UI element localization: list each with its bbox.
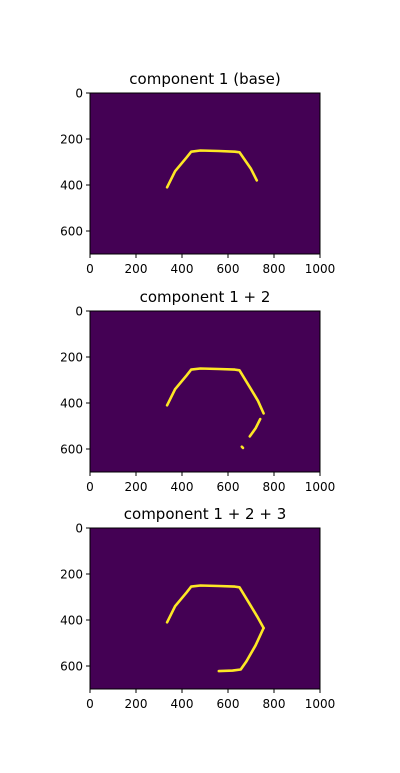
y-tick-label: 600 bbox=[60, 660, 83, 674]
x-tick-label: 1000 bbox=[305, 697, 336, 711]
y-tick-label: 200 bbox=[60, 133, 83, 147]
image-field bbox=[90, 528, 320, 689]
y-tick-label: 400 bbox=[60, 614, 83, 628]
y-tick-label: 400 bbox=[60, 179, 83, 193]
x-tick-label: 0 bbox=[86, 697, 94, 711]
x-tick-label: 800 bbox=[263, 697, 286, 711]
x-tick-label: 200 bbox=[125, 480, 148, 494]
image-field bbox=[90, 93, 320, 254]
x-axis-ticks: 0 200 400 600 800 1000 bbox=[86, 472, 335, 494]
x-tick-label: 1000 bbox=[305, 262, 336, 276]
y-tick-label: 0 bbox=[75, 305, 83, 319]
y-tick-label: 200 bbox=[60, 351, 83, 365]
x-tick-label: 0 bbox=[86, 262, 94, 276]
mask-stroke-0 bbox=[165, 149, 259, 189]
axes-frame bbox=[89, 310, 321, 473]
y-axis-ticks: 0 200 400 600 bbox=[60, 305, 90, 457]
mask-stroke-1 bbox=[217, 626, 265, 673]
mask-strokes bbox=[165, 367, 265, 450]
x-tick-label: 200 bbox=[125, 262, 148, 276]
panel-title: component 1 + 2 + 3 bbox=[124, 505, 286, 523]
y-tick-label: 0 bbox=[75, 522, 83, 536]
mask-stroke-1 bbox=[248, 417, 262, 438]
panel-title: component 1 (base) bbox=[129, 70, 280, 88]
x-tick-label: 0 bbox=[86, 480, 94, 494]
y-tick-label: 600 bbox=[60, 443, 83, 457]
y-tick-label: 200 bbox=[60, 568, 83, 582]
y-tick-label: 600 bbox=[60, 225, 83, 239]
x-tick-label: 400 bbox=[171, 697, 194, 711]
x-tick-label: 600 bbox=[217, 697, 240, 711]
y-axis-ticks: 0 200 400 600 bbox=[60, 522, 90, 674]
panel-component-1-2-3: component 1 + 2 + 3 0 200 400 600 800 1000 0 2… bbox=[60, 505, 335, 711]
x-tick-label: 400 bbox=[171, 480, 194, 494]
x-tick-label: 600 bbox=[217, 480, 240, 494]
axes-frame bbox=[89, 92, 321, 255]
x-tick-label: 1000 bbox=[305, 480, 336, 494]
axes-frame bbox=[89, 527, 321, 690]
mask-strokes bbox=[165, 149, 259, 189]
x-axis-ticks: 0 200 400 600 800 1000 bbox=[86, 254, 335, 276]
x-tick-label: 200 bbox=[125, 697, 148, 711]
x-tick-label: 400 bbox=[171, 262, 194, 276]
x-tick-label: 600 bbox=[217, 262, 240, 276]
panel-title: component 1 + 2 bbox=[140, 288, 271, 306]
y-tick-label: 400 bbox=[60, 397, 83, 411]
y-tick-label: 0 bbox=[75, 87, 83, 101]
image-field bbox=[90, 311, 320, 472]
panel-component-1: component 1 (base) 0 200 400 600 800 1000 0 20… bbox=[60, 70, 335, 276]
panel-component-1-2: component 1 + 2 0 200 400 600 800 1000 0 200 40… bbox=[60, 288, 335, 494]
mask-stroke-2 bbox=[240, 445, 245, 450]
mask-strokes bbox=[165, 584, 265, 673]
x-tick-label: 800 bbox=[263, 262, 286, 276]
mask-stroke-0 bbox=[165, 367, 265, 415]
y-axis-ticks: 0 200 400 600 bbox=[60, 87, 90, 239]
x-tick-label: 800 bbox=[263, 480, 286, 494]
x-axis-ticks: 0 200 400 600 800 1000 bbox=[86, 689, 335, 711]
mask-stroke-0 bbox=[165, 584, 265, 630]
